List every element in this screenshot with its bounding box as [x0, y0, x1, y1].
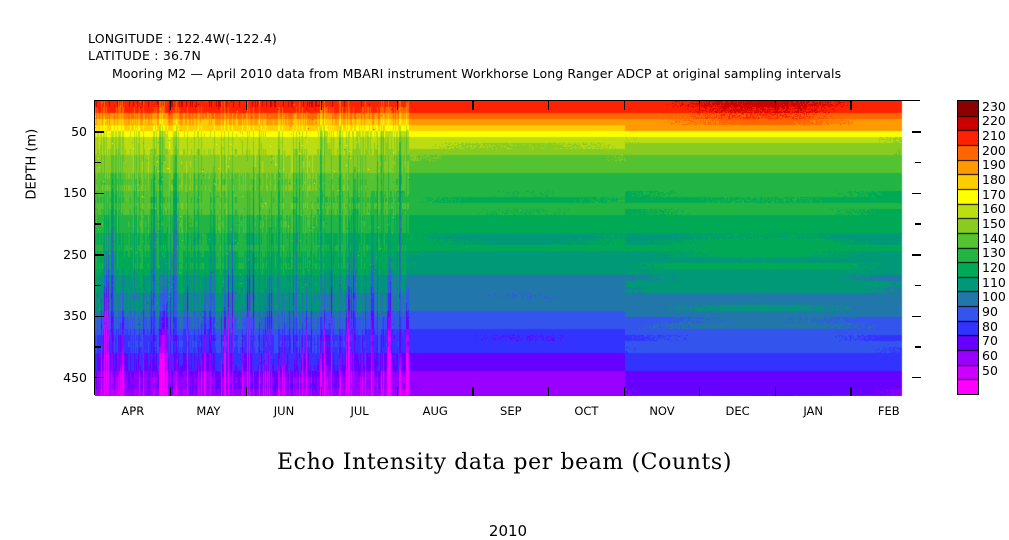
y-tick-major — [912, 315, 921, 317]
x-axis-title: 2010 — [488, 522, 528, 540]
x-tick-label: JUL — [350, 404, 369, 418]
colorbar-tick-label: 160 — [982, 201, 1006, 217]
x-tick-label: OCT — [574, 404, 599, 418]
y-tick-major — [95, 254, 104, 256]
y-tick-minor — [95, 346, 101, 348]
y-tick-major — [912, 131, 921, 133]
y-axis-title: DEPTH (m) — [24, 128, 40, 200]
y-tick-major — [95, 377, 104, 379]
y-tick-label: 450 — [63, 369, 87, 385]
y-tick-label: 50 — [71, 123, 87, 139]
x-tick — [321, 101, 323, 110]
x-tick — [547, 101, 550, 110]
colorbar-tick-label: 100 — [982, 289, 1006, 305]
colorbar-tick-label: 190 — [982, 157, 1006, 173]
x-tick — [774, 387, 777, 396]
x-tick — [547, 387, 550, 396]
colorbar-tick-label: 60 — [982, 347, 998, 363]
y-tick-major — [912, 377, 921, 379]
y-tick-minor — [95, 284, 101, 287]
y-tick-minor — [95, 161, 101, 164]
plot-subtitle: Mooring M2 — April 2010 data from MBARI … — [112, 66, 842, 81]
y-tick-label: 250 — [63, 246, 87, 262]
colorbar-tick-label: 130 — [982, 245, 1006, 261]
longitude-text: LONGITUDE : 122.4W(-122.4) — [88, 31, 277, 46]
y-tick-major — [95, 131, 104, 133]
colorbar-tick-label: 110 — [982, 274, 1006, 290]
y-tick-label: 350 — [63, 308, 87, 324]
x-tick — [623, 101, 625, 110]
x-tick — [396, 101, 399, 110]
heatmap-canvas — [95, 101, 921, 396]
x-tick-label: JAN — [803, 404, 824, 418]
colorbar-tick-label: 170 — [982, 186, 1006, 202]
y-tick-minor — [915, 223, 921, 225]
colorbar-tick-label: 50 — [982, 362, 998, 378]
x-tick-label: NOV — [649, 404, 675, 418]
x-tick — [699, 387, 701, 396]
x-tick-label: JUN — [273, 404, 295, 418]
x-tick — [623, 387, 625, 396]
colorbar-tick-label: 220 — [982, 113, 1006, 129]
colorbar-tick-label: 200 — [982, 142, 1006, 158]
y-tick-major — [912, 254, 921, 256]
colorbar-tick-label: 90 — [982, 303, 998, 319]
plot-page: LONGITUDE : 122.4W(-122.4) LATITUDE : 36… — [24, 31, 1006, 540]
colorbar-tick-label: 140 — [982, 230, 1006, 246]
colorbar-tick-label: 80 — [982, 318, 998, 334]
y-tick-major — [95, 315, 104, 317]
x-tick — [472, 387, 474, 396]
x-tick — [699, 101, 701, 110]
main-title: Echo Intensity data per beam (Counts) — [276, 450, 732, 475]
x-tick-label: FEB — [877, 404, 900, 418]
x-tick-label: APR — [121, 404, 145, 418]
x-tick — [169, 101, 172, 110]
y-tick-major — [95, 192, 104, 195]
x-tick — [850, 387, 852, 396]
y-tick-label: 150 — [63, 185, 87, 201]
y-tick-minor — [915, 346, 921, 348]
x-tick — [396, 387, 399, 396]
colorbar-tick-label: 180 — [982, 172, 1006, 188]
x-tick — [472, 101, 474, 110]
colorbar-tick-label: 210 — [982, 128, 1006, 144]
y-tick-minor — [915, 161, 921, 164]
x-tick-label: SEP — [500, 404, 522, 418]
y-tick-minor — [915, 284, 921, 287]
colorbar-tick-label: 230 — [982, 98, 1006, 114]
y-tick-minor — [95, 223, 101, 225]
x-tick — [169, 387, 172, 396]
y-tick-major — [912, 192, 921, 195]
x-tick-label: AUG — [422, 404, 448, 418]
colorbar-tick-label: 150 — [982, 216, 1006, 232]
x-tick — [245, 387, 247, 396]
x-tick-label: DEC — [725, 404, 750, 418]
colorbar-canvas — [958, 101, 978, 394]
x-tick — [774, 101, 777, 110]
x-tick — [245, 101, 247, 110]
x-tick-label: MAY — [196, 404, 221, 418]
colorbar — [957, 100, 979, 395]
x-tick — [850, 101, 852, 110]
latitude-text: LATITUDE : 36.7N — [88, 48, 202, 63]
heatmap-plot-area: 50 150 250 350 450 APR MAY JUN JUL AUG SEP OCT NOV D… — [63, 100, 921, 540]
x-tick — [321, 387, 323, 396]
colorbar-tick-label: 120 — [982, 259, 1006, 275]
colorbar-tick-label: 70 — [982, 333, 998, 349]
